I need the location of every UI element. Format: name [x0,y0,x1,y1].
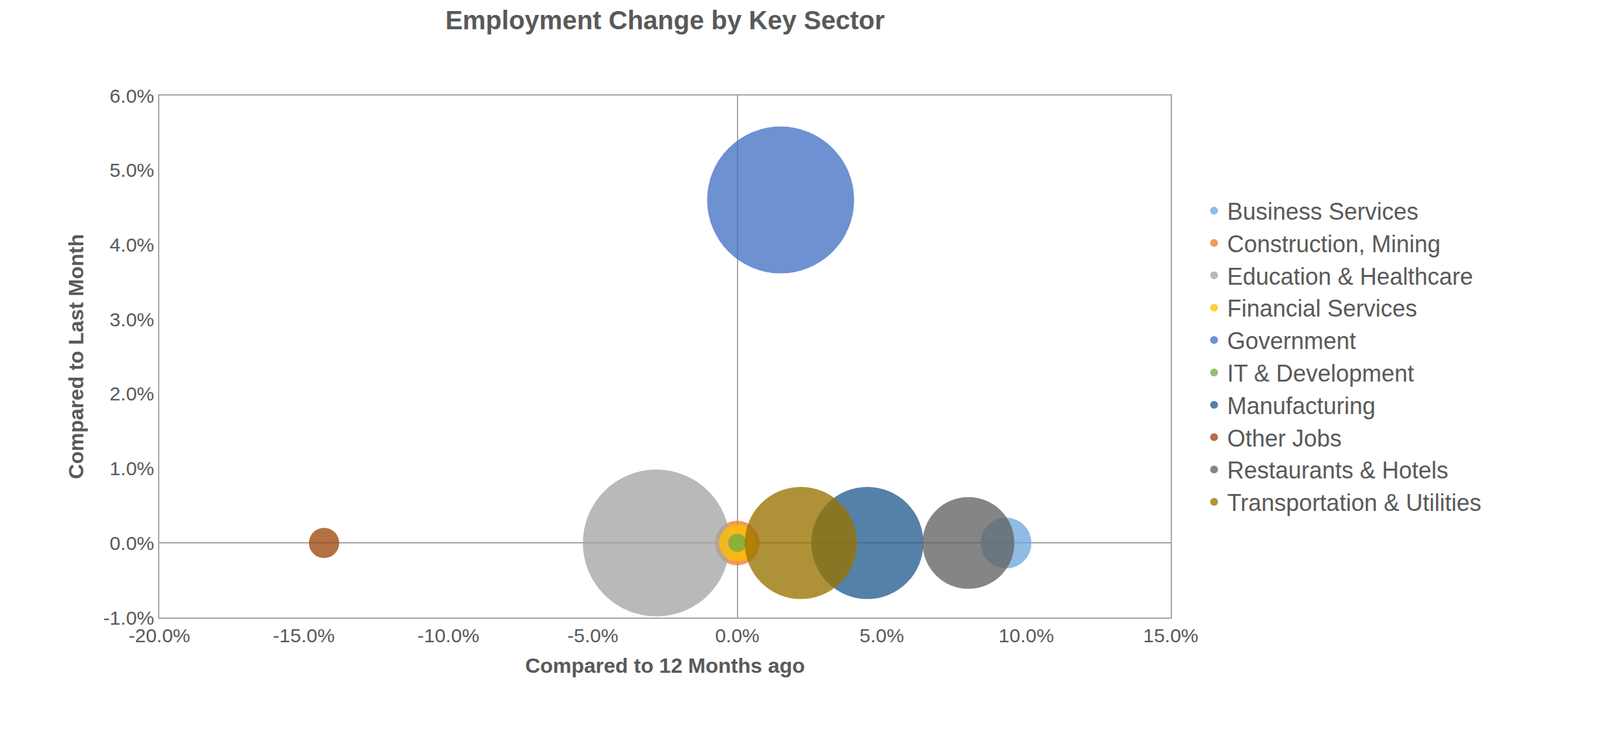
svg-text:-10.0%: -10.0% [417,625,480,647]
svg-text:15.0%: 15.0% [1142,625,1199,647]
svg-text:Construction, Mining: Construction, Mining [1227,230,1441,258]
svg-text:Education & Healthcare: Education & Healthcare [1227,263,1474,291]
svg-text:IT & Development: IT & Development [1227,360,1414,387]
svg-text:10.0%: 10.0% [998,625,1054,647]
svg-text:Employment Change by Key Secto: Employment Change by Key Sector [445,5,886,35]
svg-text:6.0%: 6.0% [109,85,155,107]
svg-text:-5.0%: -5.0% [567,625,618,647]
svg-text:-1.0%: -1.0% [103,607,155,629]
svg-text:4.0%: 4.0% [109,234,155,256]
svg-text:0.0%: 0.0% [714,625,760,647]
svg-text:3.0%: 3.0% [109,308,155,331]
svg-text:Restaurants & Hotels: Restaurants & Hotels [1227,457,1449,484]
svg-text:-15.0%: -15.0% [273,625,335,647]
svg-text:-20.0%: -20.0% [128,625,190,647]
svg-text:1.0%: 1.0% [109,457,155,480]
svg-text:Transportation & Utilities: Transportation & Utilities [1227,489,1482,517]
svg-text:Financial Services: Financial Services [1227,295,1418,322]
svg-text:Compared to Last Month: Compared to Last Month [64,234,88,480]
svg-text:2.0%: 2.0% [109,383,155,405]
svg-text:5.0%: 5.0% [109,159,155,181]
svg-text:Other Jobs: Other Jobs [1227,425,1342,453]
svg-text:Government: Government [1227,327,1357,355]
svg-text:Compared to 12 Months ago: Compared to 12 Months ago [524,654,805,678]
svg-text:Manufacturing: Manufacturing [1227,392,1376,420]
svg-text:Business Services: Business Services [1227,198,1419,226]
svg-text:5.0%: 5.0% [859,625,905,647]
svg-text:0.0%: 0.0% [109,532,155,555]
